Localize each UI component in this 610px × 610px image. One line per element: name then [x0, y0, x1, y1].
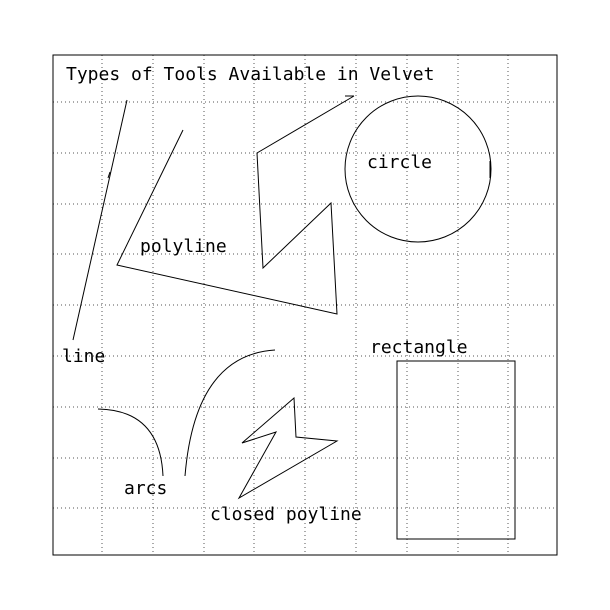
closed-polyline-shape[interactable]	[237, 396, 339, 500]
diagram-title: Types of Tools Available in Velvet	[66, 64, 434, 85]
circle-label: circle	[367, 152, 432, 173]
line-label: line	[62, 346, 105, 367]
arc-shape-right[interactable]	[184, 349, 276, 477]
rectangle-label: rectangle	[370, 337, 468, 358]
polyline-label: polyline	[140, 236, 227, 257]
rectangle-shape[interactable]	[396, 360, 516, 540]
arcs-label: arcs	[124, 478, 167, 499]
closed-polyline-label: closed poyline	[210, 504, 362, 525]
line-shape[interactable]	[72, 99, 128, 341]
arc-shape-left[interactable]	[97, 408, 164, 477]
polyline-shape[interactable]	[116, 95, 355, 315]
circle-shape[interactable]	[344, 95, 492, 243]
canvas-frame	[52, 54, 558, 556]
